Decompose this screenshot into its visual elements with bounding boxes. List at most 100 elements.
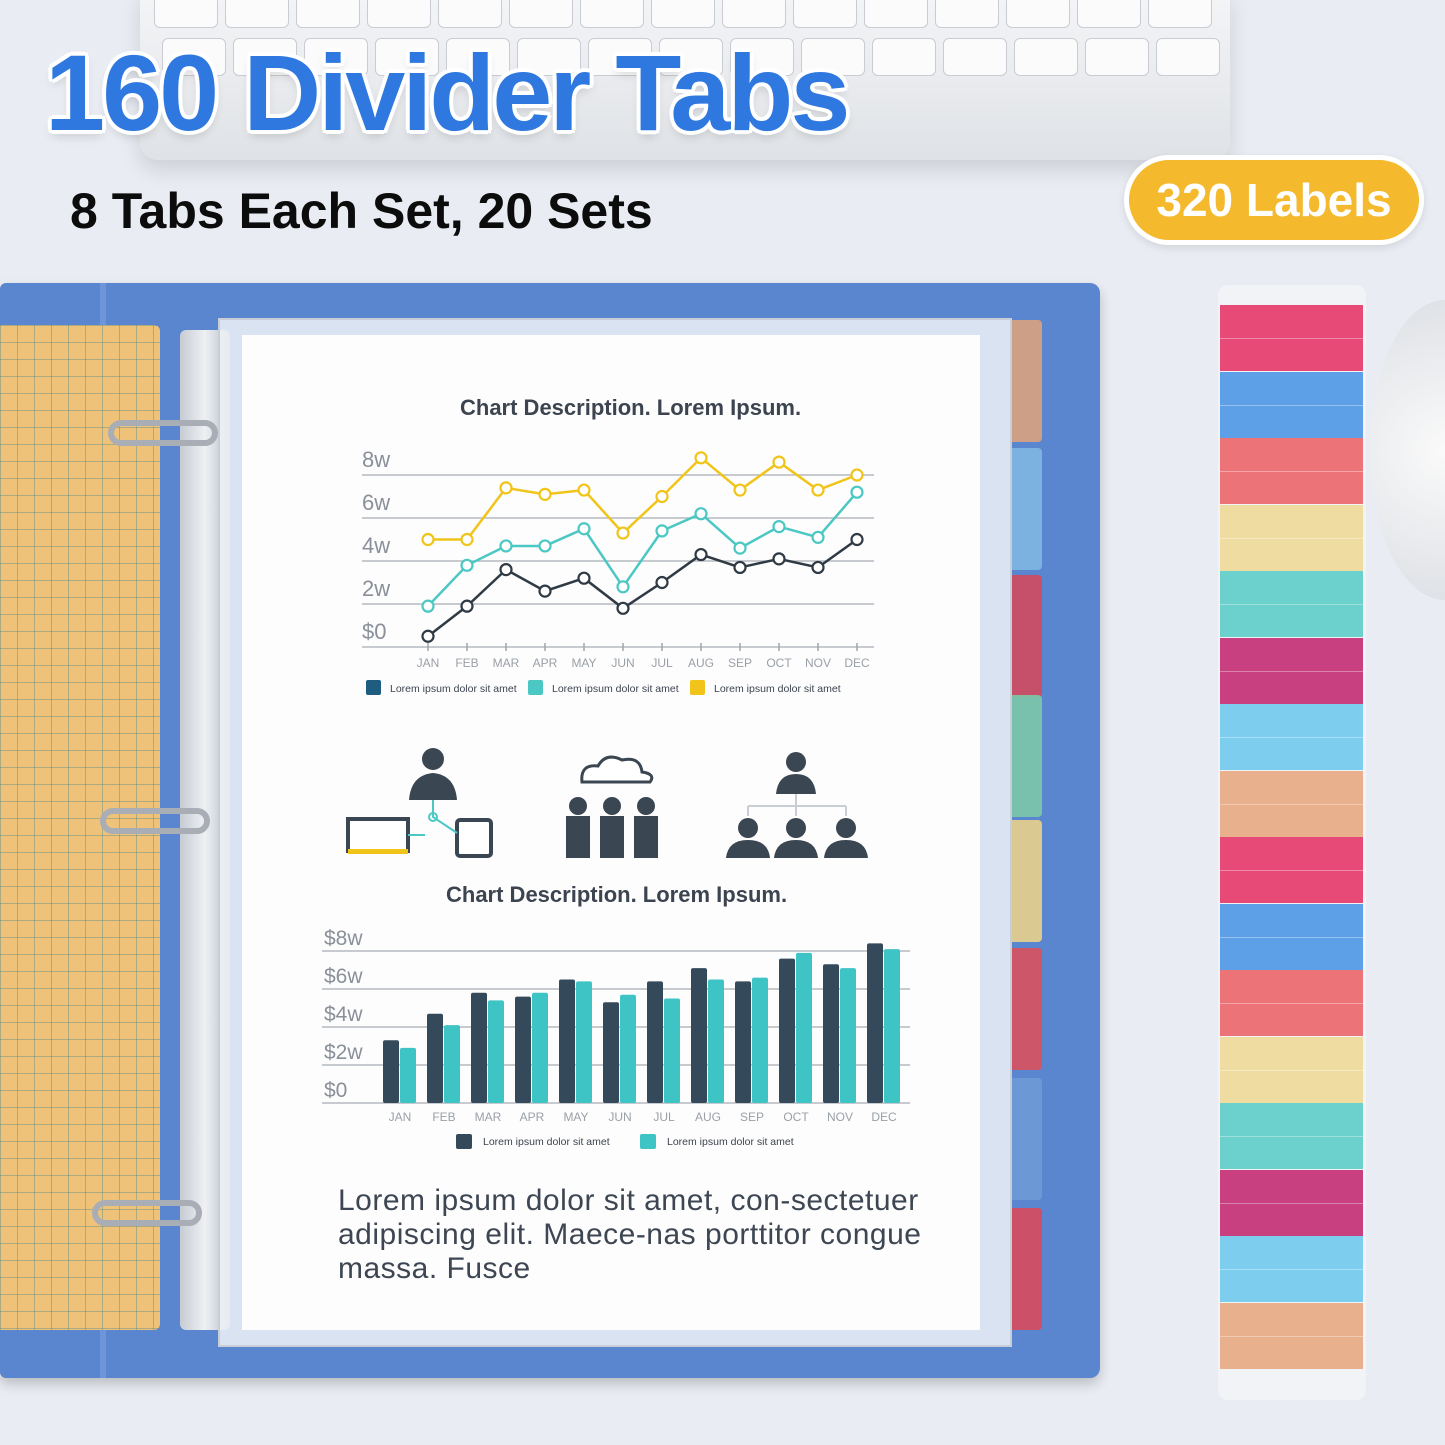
bar xyxy=(620,994,636,1103)
x-tick-label: AUG xyxy=(695,1110,721,1124)
data-point xyxy=(499,481,513,495)
keyboard-key xyxy=(943,38,1007,76)
x-tick-label: JUL xyxy=(653,1110,675,1124)
keyboard-key xyxy=(1006,0,1070,28)
binder-ring xyxy=(108,420,218,446)
y-tick-label: $0 xyxy=(324,1079,347,1102)
bar xyxy=(383,1040,399,1103)
x-tick-label: SEP xyxy=(728,656,752,670)
x-tick-label: SEP xyxy=(740,1110,764,1124)
bar xyxy=(647,981,663,1103)
bar xyxy=(840,968,856,1103)
series-line xyxy=(427,538,858,638)
bar xyxy=(752,977,768,1103)
divider-tab xyxy=(1012,448,1042,570)
bar xyxy=(532,992,548,1103)
keyboard-key xyxy=(872,38,936,76)
divider-tab xyxy=(1012,1208,1042,1330)
keyboard-key xyxy=(722,0,786,28)
keyboard-key xyxy=(1148,0,1212,28)
legend-swatch xyxy=(528,680,543,695)
keyboard-key xyxy=(517,38,581,76)
keyboard-key xyxy=(1014,38,1078,76)
data-point xyxy=(538,584,552,598)
bar xyxy=(427,1013,443,1103)
x-tick-label: JAN xyxy=(417,656,440,670)
label-strip xyxy=(1220,1236,1363,1302)
series-line xyxy=(427,491,858,608)
headline: 160 Divider Tabs xyxy=(45,32,850,153)
divider-tab xyxy=(1012,575,1042,697)
grid-paper xyxy=(0,325,160,1330)
keyboard-key xyxy=(304,38,368,76)
label-strip xyxy=(1220,571,1363,637)
x-tick-label: JAN xyxy=(389,1110,412,1124)
data-point xyxy=(577,571,591,585)
x-tick-label: MAR xyxy=(475,1110,502,1124)
label-strip xyxy=(1220,903,1363,970)
data-point xyxy=(499,539,513,553)
data-point xyxy=(421,532,435,547)
bar xyxy=(515,996,531,1103)
y-tick-label: $6w xyxy=(324,965,363,988)
data-point xyxy=(850,468,864,482)
keyboard-key xyxy=(154,0,218,28)
bar xyxy=(867,943,883,1103)
keyboard-key xyxy=(1077,0,1141,28)
bar xyxy=(444,1025,460,1103)
coffee-cup xyxy=(1370,300,1445,600)
x-tick-label: FEB xyxy=(432,1110,455,1124)
bar xyxy=(823,964,839,1103)
data-point xyxy=(421,629,435,643)
divider-tab xyxy=(1012,948,1042,1070)
x-tick-label: APR xyxy=(533,656,558,670)
label-strip xyxy=(1220,1103,1363,1169)
data-point xyxy=(616,601,630,615)
keyboard-key xyxy=(588,38,652,76)
data-point xyxy=(811,530,825,544)
data-point xyxy=(655,524,669,538)
label-strip xyxy=(1220,305,1363,371)
data-point xyxy=(616,580,630,594)
keyboard-key xyxy=(296,0,360,28)
line-chart-title: Chart Description. Lorem Ipsum. xyxy=(460,395,802,420)
bar xyxy=(576,981,592,1103)
x-tick-label: AUG xyxy=(688,656,714,670)
x-tick-label: APR xyxy=(520,1110,545,1124)
keyboard xyxy=(140,0,1230,160)
keyboard-key xyxy=(162,38,226,76)
data-point xyxy=(460,532,474,547)
keyboard-key xyxy=(367,0,431,28)
y-tick-label: $0 xyxy=(362,619,386,644)
x-tick-label: MAY xyxy=(571,656,596,670)
label-strip xyxy=(1220,704,1363,770)
divider-tab xyxy=(1012,820,1042,942)
bar xyxy=(471,992,487,1103)
keyboard-key xyxy=(659,38,723,76)
x-tick-label: NOV xyxy=(827,1110,853,1124)
data-point xyxy=(733,483,747,497)
document-paragraph: Lorem ipsum dolor sit amet, con-sectetue… xyxy=(338,1184,922,1285)
data-point xyxy=(499,563,513,577)
data-point xyxy=(694,507,708,521)
data-point xyxy=(460,558,474,572)
legend-label: Lorem ipsum dolor sit amet xyxy=(714,683,841,695)
legend-label: Lorem ipsum dolor sit amet xyxy=(483,1136,610,1148)
keyboard-key xyxy=(1156,38,1220,76)
x-tick-label: MAR xyxy=(493,656,520,670)
keyboard-key xyxy=(1085,38,1149,76)
legend-swatch xyxy=(456,1134,472,1149)
x-tick-label: DEC xyxy=(844,656,870,670)
divider-tab xyxy=(1012,695,1042,817)
keyboard-key xyxy=(730,38,794,76)
x-tick-label: JUN xyxy=(608,1110,631,1124)
data-point xyxy=(850,532,864,547)
data-point xyxy=(655,575,669,590)
line-chart: $0 2w 4w 6w 8w JAN FEB MAR APR MAY JUN JUL AUG SEP OCT… xyxy=(362,447,874,695)
keyboard-key xyxy=(438,0,502,28)
data-point xyxy=(694,451,708,465)
data-point xyxy=(694,547,708,562)
keyboard-key xyxy=(580,0,644,28)
legend-swatch xyxy=(366,680,381,695)
data-point xyxy=(733,560,747,575)
